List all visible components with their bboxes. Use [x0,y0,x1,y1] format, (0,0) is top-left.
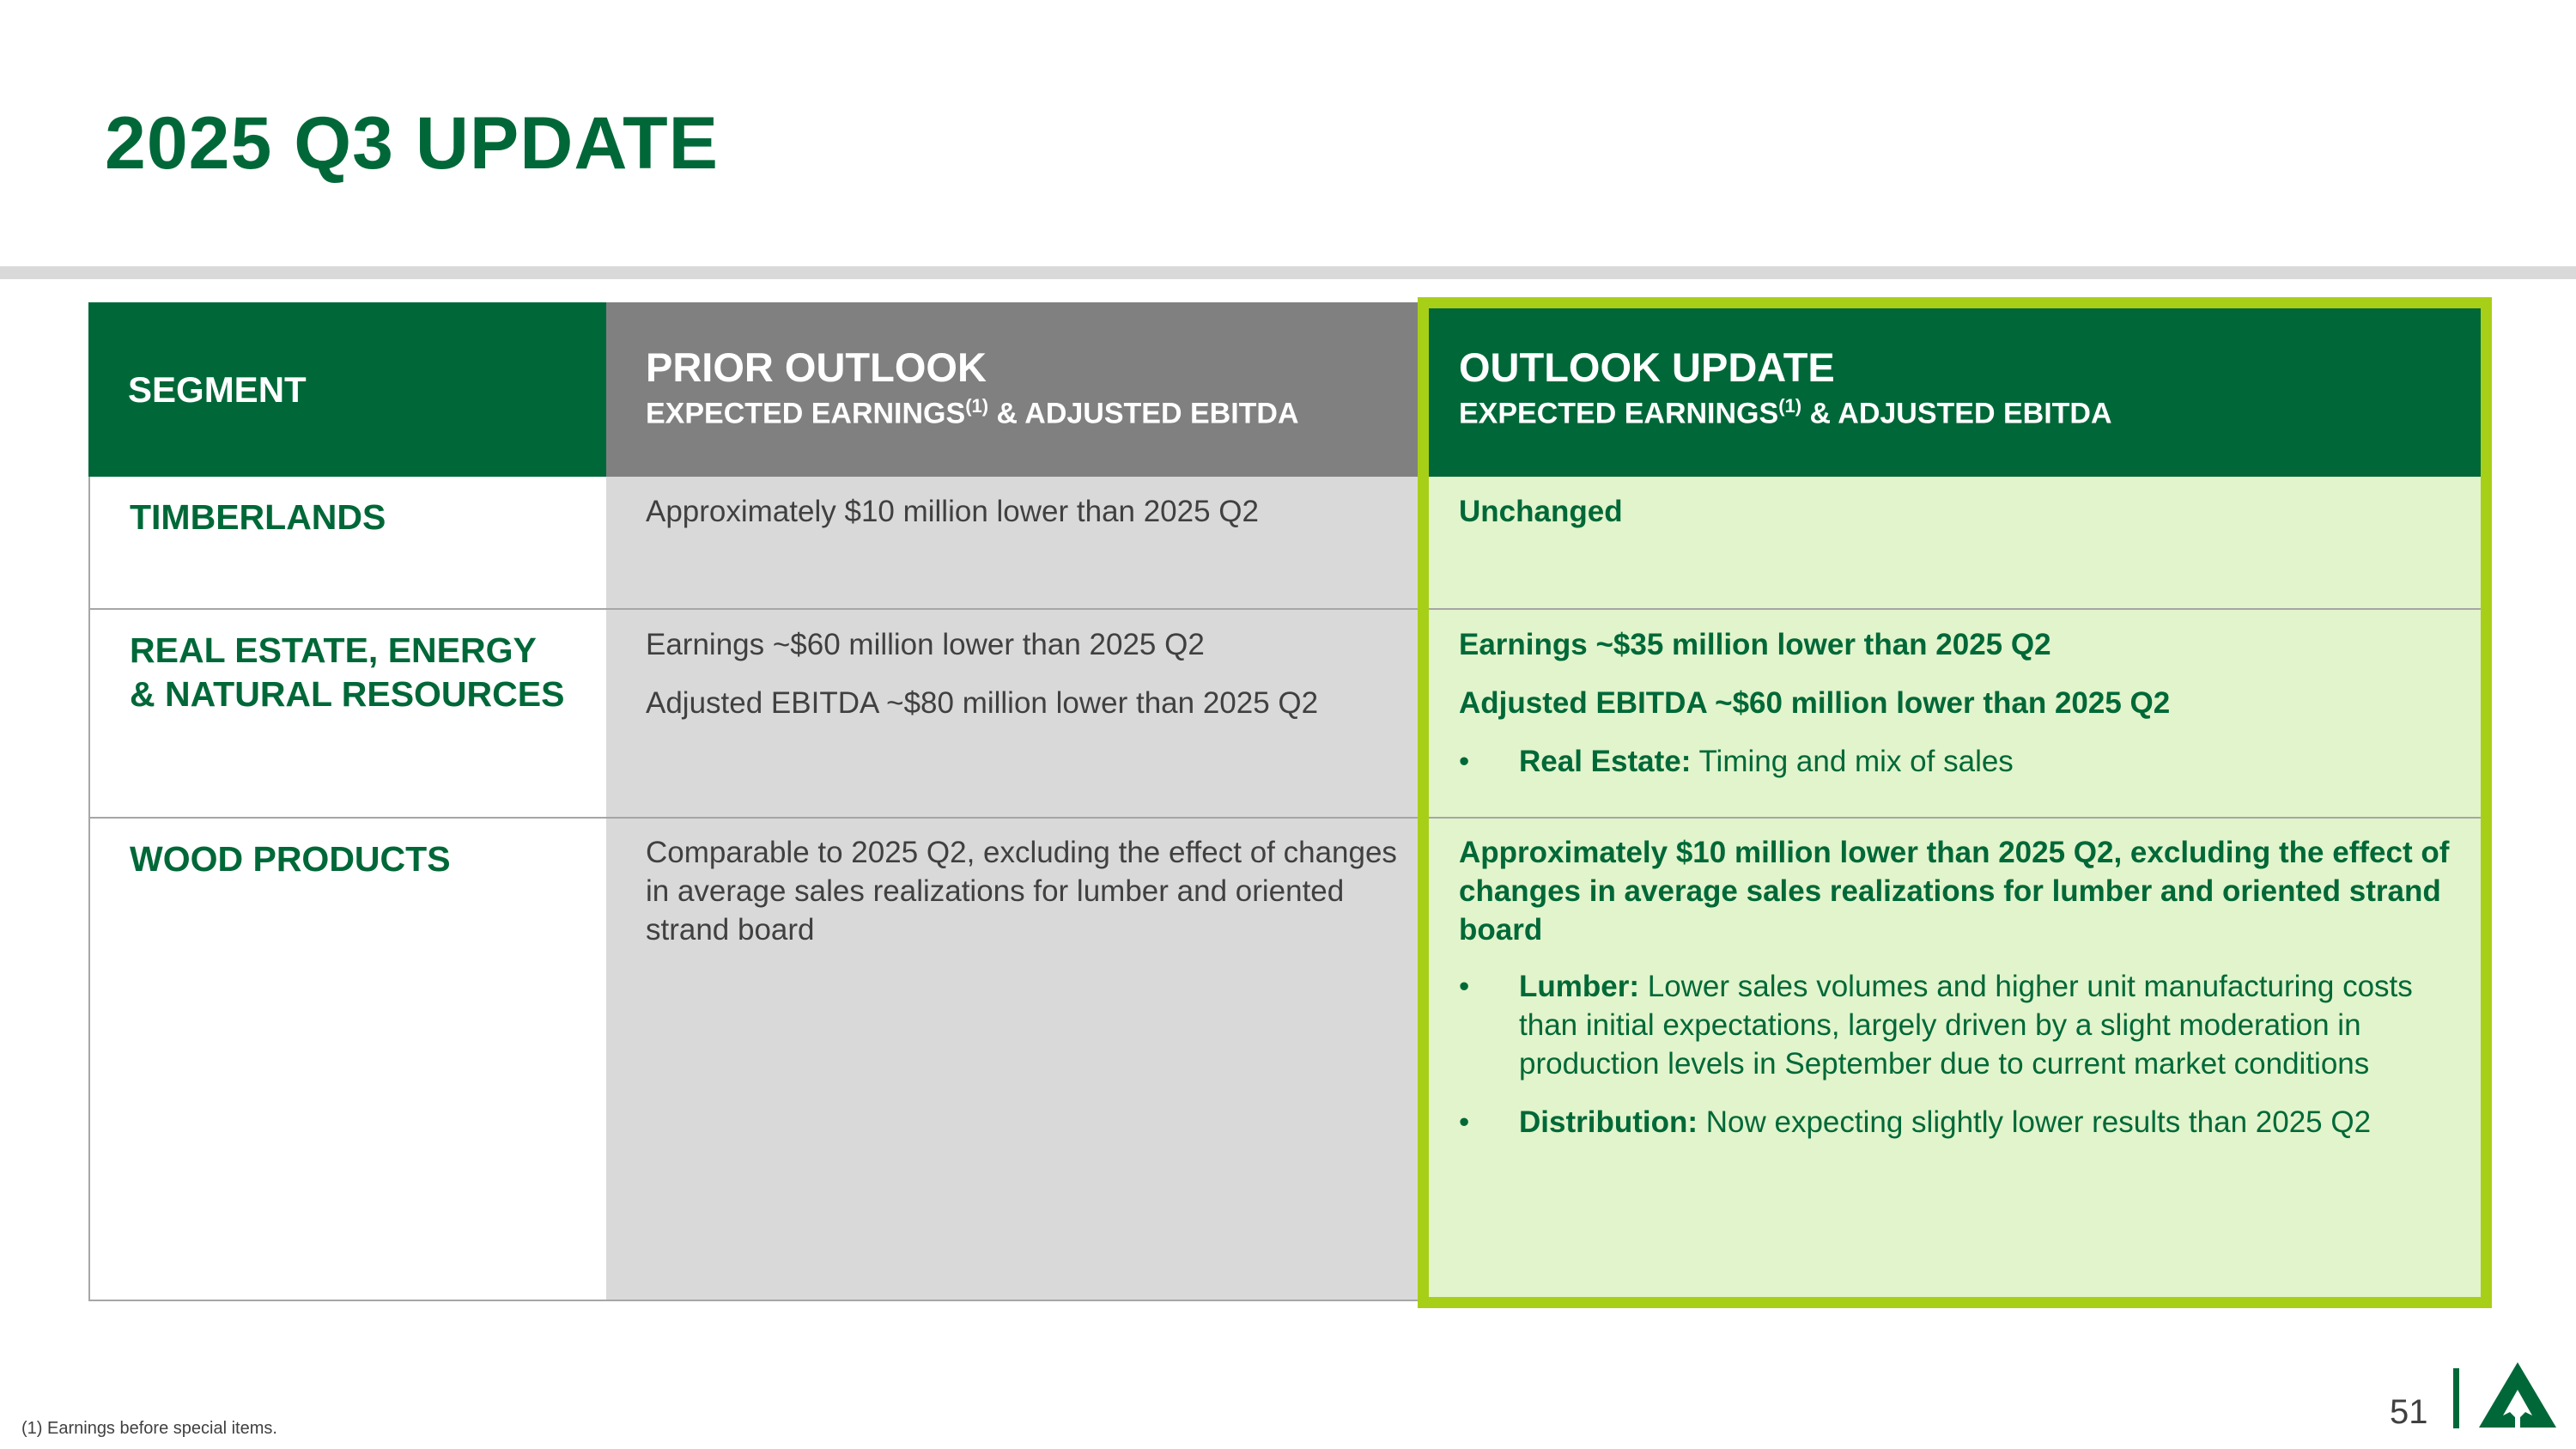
update-subtitle: EXPECTED EARNINGS(1) & ADJUSTED EBITDA [1459,395,2481,430]
bullet-text: Lower sales volumes and higher unit manu… [1519,970,2413,1081]
update-text: Earnings ~$35 million lower than 2025 Q2 [1459,628,2051,661]
footnote: (1) Earnings before special items. [21,1419,277,1438]
page-title: 2025 Q3 UPDATE [105,102,720,185]
bullet-label: Distribution: [1519,1105,1698,1139]
prior-text: Comparable to 2025 Q2, excluding the eff… [646,836,1397,947]
prior-real-estate: Earnings ~$60 million lower than 2025 Q2… [606,610,1423,819]
prior-subtitle: EXPECTED EARNINGS(1) & ADJUSTED EBITDA [646,395,1423,430]
segment-line: REAL ESTATE, ENERGY [130,630,537,670]
header-outlook-update: OUTLOOK UPDATE EXPECTED EARNINGS(1) & AD… [1423,302,2481,477]
segment-timberlands: TIMBERLANDS [88,477,606,610]
prior-text: Approximately $10 million lower than 202… [646,495,1259,528]
prior-text: Earnings ~$60 million lower than 2025 Q2 [646,628,1205,661]
update-real-estate: Earnings ~$35 million lower than 2025 Q2… [1423,610,2481,819]
prior-timberlands: Approximately $10 million lower than 202… [606,477,1423,610]
update-title: OUTLOOK UPDATE [1459,344,1835,390]
bullet-item: • Real Estate: Timing and mix of sales [1459,742,2464,782]
prior-sub-a: EXPECTED EARNINGS [646,397,966,430]
update-text: Adjusted EBITDA ~$60 million lower than … [1459,686,2171,721]
update-text: Unchanged [1459,495,1623,528]
prior-title: PRIOR OUTLOOK [646,344,987,390]
segment-wood-products: WOOD PRODUCTS [88,819,606,1301]
segment-line: & NATURAL RESOURCES [130,674,565,715]
highlight-frame [1418,297,2492,1308]
page-number: 51 [2390,1393,2428,1431]
bullet-item: • Lumber: Lower sales volumes and higher … [1459,968,2464,1083]
bullet-icon: • [1459,745,1470,779]
segment-real-estate: REAL ESTATE, ENERGY & NATURAL RESOURCES [88,610,606,819]
bullet-text: Timing and mix of sales [1691,745,2014,779]
prior-wood-products: Comparable to 2025 Q2, excluding the eff… [606,819,1423,1301]
update-timberlands: Unchanged [1423,477,2481,610]
header-prior-outlook: PRIOR OUTLOOK EXPECTED EARNINGS(1) & ADJ… [606,302,1423,477]
bullet-label: Real Estate: [1519,745,1692,779]
footnote-ref: (1) [965,394,989,417]
bullet-text: Now expecting slightly lower results tha… [1698,1105,2372,1139]
update-sub-a: EXPECTED EARNINGS [1459,397,1779,430]
bullet-icon: • [1459,970,1470,1004]
update-wood-products: Approximately $10 million lower than 202… [1423,819,2481,1301]
prior-text: Adjusted EBITDA ~$80 million lower than … [646,686,1319,721]
divider [0,266,2576,279]
divider [2453,1368,2459,1428]
footnote-ref: (1) [1778,394,1802,417]
header-segment: SEGMENT [88,302,606,477]
bullet-icon: • [1459,1105,1470,1139]
bullet-label: Lumber: [1519,970,1639,1004]
prior-sub-b: & ADJUSTED EBITDA [988,397,1299,430]
update-sub-b: & ADJUSTED EBITDA [1801,397,2112,430]
update-text: Approximately $10 million lower than 202… [1459,836,2450,947]
tree-triangle-logo-icon [2479,1362,2556,1428]
bullet-item: • Distribution: Now expecting slightly lo… [1459,1103,2464,1142]
